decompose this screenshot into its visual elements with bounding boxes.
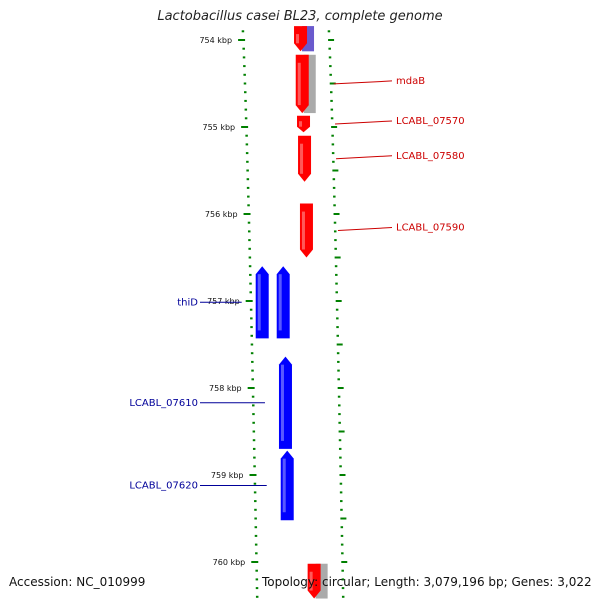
gene-label: LCABL_07570 (396, 116, 465, 127)
feature-block-track (302, 26, 328, 599)
scale-tick-label: 758 kbp (209, 384, 242, 393)
gene-highlight (282, 458, 286, 513)
scale-tick-label: 757 kbp (207, 297, 240, 306)
gene-highlight (296, 34, 300, 44)
gene-label: mdaB (396, 76, 425, 87)
scale-tick-label: 756 kbp (205, 210, 238, 219)
gene-highlight (300, 143, 304, 174)
outer-tick-track (327, 30, 348, 598)
scale-labels: 754 kbp 755 kbp 756 kbp 757 kbp 758 kbp 759 k… (199, 36, 259, 567)
scale-tick-label: 759 kbp (211, 471, 244, 480)
gene-arrow (307, 563, 321, 599)
gene-arrow (298, 135, 312, 182)
accession-label: Accession: NC_010999 (9, 575, 146, 589)
gene-arrow (278, 356, 292, 449)
gene-arrow (295, 54, 309, 114)
gene-label-leader (334, 120, 393, 125)
gene-arrow (276, 266, 290, 339)
gene-labels: mdaB LCABL_07570 LCABL_07580 LCABL_07590thi… (129, 76, 464, 492)
gene-highlight (297, 62, 301, 106)
gene-highlight (280, 364, 284, 441)
gene-label-leader (333, 80, 393, 85)
topology-label: Topology: circular; Length: 3,079,196 bp… (262, 575, 592, 589)
gene-arrow (297, 115, 311, 133)
gene-arrow (280, 450, 294, 521)
gene-highlight (309, 571, 313, 591)
gene-arrow (299, 203, 313, 258)
gene-highlight (278, 274, 282, 331)
scale-tick-label: 755 kbp (203, 123, 236, 132)
map-title: Lactobacillus casei BL23, complete genom… (157, 9, 443, 24)
gene-label: LCABL_07620 (129, 480, 198, 491)
gene-label: LCABL_07580 (396, 151, 465, 162)
gene-label: thiD (177, 297, 198, 308)
gene-label-leader (336, 155, 393, 160)
gene-highlight (301, 211, 305, 250)
gene-track (255, 26, 321, 599)
scale-tick-label: 760 kbp (213, 558, 246, 567)
scale-tick-label: 754 kbp (199, 36, 232, 45)
gene-highlight (299, 121, 303, 127)
gene-highlight (257, 274, 261, 331)
gene-arrow (255, 266, 269, 339)
gene-label-leader (337, 227, 393, 232)
gene-arrow (294, 26, 308, 52)
gene-label: LCABL_07610 (129, 398, 198, 409)
gene-label: LCABL_07590 (396, 223, 465, 234)
